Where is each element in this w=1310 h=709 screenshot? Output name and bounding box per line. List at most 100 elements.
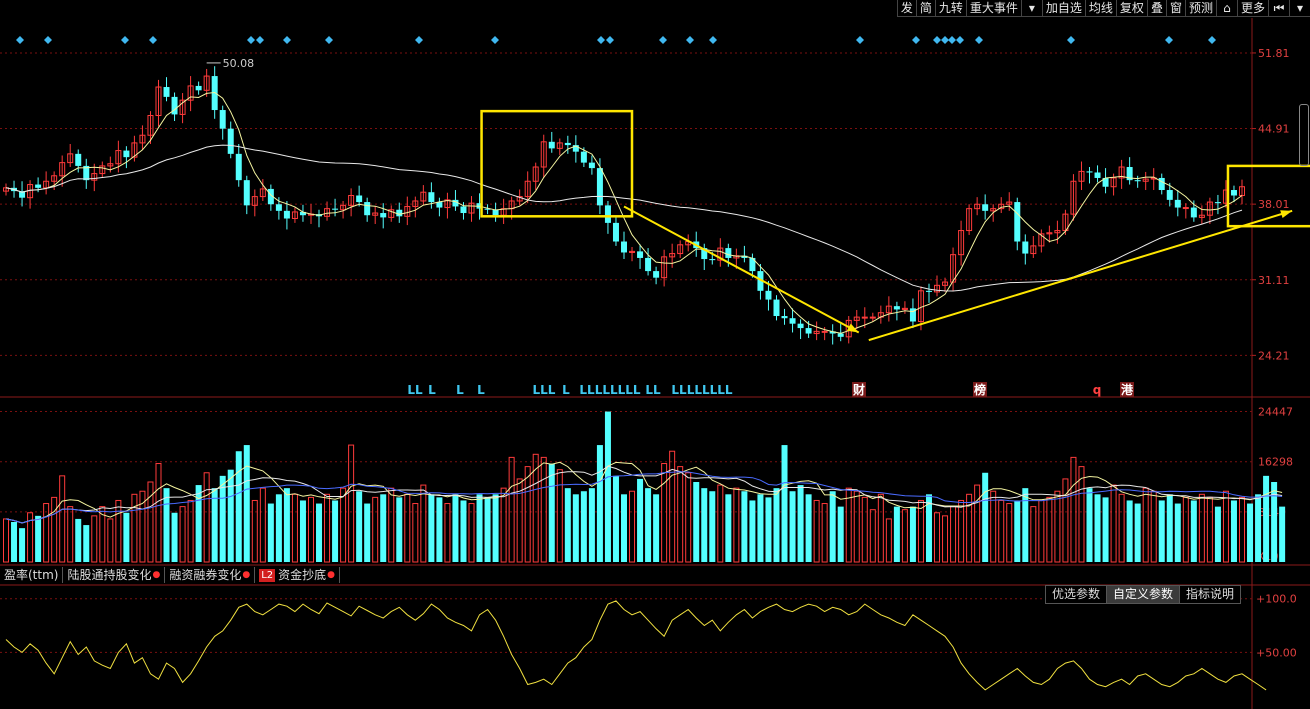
- tab-margin[interactable]: 融资融券变化 ●: [165, 567, 256, 583]
- volume-bar: [524, 466, 531, 563]
- candle-body: [428, 192, 435, 203]
- candle-body: [757, 271, 764, 291]
- volume-bar: [741, 491, 748, 562]
- more-button[interactable]: 更多: [1236, 0, 1268, 17]
- tab-bottom-fishing[interactable]: L2 资金抄底 ●: [255, 567, 341, 583]
- events-dropdown-icon[interactable]: ▾: [1020, 0, 1042, 17]
- volume-bar: [1166, 494, 1173, 562]
- volume-bar: [428, 494, 435, 562]
- volume-bar: [805, 494, 812, 562]
- candle-body: [524, 180, 531, 198]
- candle-body: [412, 200, 419, 207]
- event-marker-label: LLL: [533, 383, 556, 397]
- zoom-scrollbar[interactable]: [1299, 104, 1309, 166]
- volume-bar: [1271, 482, 1278, 562]
- custom-params-button[interactable]: 自定义参数: [1106, 585, 1181, 604]
- volume-bar: [709, 491, 716, 562]
- volume-bar: [1110, 484, 1117, 563]
- jian-button[interactable]: 简: [915, 0, 935, 17]
- add-watchlist-button[interactable]: 加自选: [1041, 0, 1085, 17]
- event-diamond-icon: [606, 36, 614, 44]
- lock-icon[interactable]: ⌂: [1215, 0, 1237, 17]
- candle-body: [171, 96, 178, 115]
- candle-body: [677, 244, 684, 255]
- volume-bar: [468, 503, 475, 563]
- volume-bar: [1030, 506, 1037, 563]
- candle-body: [637, 251, 644, 258]
- volume-bar: [67, 506, 74, 563]
- volume-bar: [484, 497, 491, 562]
- candle-body: [1126, 167, 1133, 181]
- event-diamond-icon: [975, 36, 983, 44]
- toolbar: 发简九转 重大事件 ▾ 加自选 均线 复权叠窗预测 ⌂ 更多 ⏮ ▾: [896, 0, 1310, 18]
- trend-line: [868, 209, 1293, 342]
- volume-bar: [974, 484, 981, 563]
- window-button[interactable]: 窗: [1165, 0, 1185, 17]
- candle-body: [388, 209, 395, 218]
- volume-bar: [580, 491, 587, 562]
- more-dropdown-icon[interactable]: ▾: [1289, 0, 1310, 17]
- tab-northbound[interactable]: 陆股通持股变化 ●: [63, 567, 166, 583]
- candle-body: [909, 308, 916, 322]
- overlay-button[interactable]: 叠: [1146, 0, 1166, 17]
- tab-dot-icon: ●: [242, 570, 251, 580]
- candle-body: [516, 196, 523, 202]
- forecast-button[interactable]: 预测: [1184, 0, 1216, 17]
- major-events-button[interactable]: 重大事件: [965, 0, 1021, 17]
- event-diamond-icon: [1067, 36, 1075, 44]
- event-marker-label: LLLLLLLL: [671, 383, 733, 397]
- indicator-help-button[interactable]: 指标说明: [1179, 585, 1242, 604]
- volume-bar: [460, 500, 467, 562]
- jiuzhuan-button[interactable]: 九转: [934, 0, 966, 17]
- candle-body: [139, 134, 146, 144]
- volume-bar: [1046, 496, 1053, 563]
- candle-body: [1206, 201, 1213, 216]
- price-tick-label: 44.91: [1258, 123, 1290, 136]
- candle-body: [974, 203, 981, 210]
- candle-body: [1158, 177, 1165, 191]
- candle-body: [283, 210, 290, 219]
- candle-body: [99, 165, 106, 175]
- candle-body: [203, 75, 210, 91]
- fa-button[interactable]: 发: [896, 0, 916, 17]
- event-marker-label: LL: [645, 383, 661, 397]
- candle-body: [893, 306, 900, 310]
- event-marker-label: q: [1093, 383, 1102, 397]
- volume-bar: [1206, 496, 1213, 563]
- trend-line: [623, 205, 860, 334]
- price-tick-label: 38.01: [1258, 198, 1290, 211]
- volume-bar: [1102, 497, 1109, 562]
- first-page-icon[interactable]: ⏮: [1268, 0, 1289, 17]
- candle-body: [1030, 245, 1037, 255]
- indicator-line: [5, 600, 1267, 691]
- candle-body: [19, 191, 26, 198]
- tab-pe-ttm[interactable]: 盈率(ttm): [0, 567, 64, 583]
- volume-bar: [35, 515, 42, 562]
- candle-body: [604, 205, 611, 223]
- volume-bar: [556, 469, 563, 563]
- volume-bar: [396, 497, 403, 562]
- candle-body: [548, 141, 555, 149]
- trend-arrow-icon: [846, 323, 859, 333]
- volume-bar: [27, 512, 34, 563]
- volume-bar: [966, 493, 973, 563]
- volume-bar: [1247, 503, 1254, 562]
- adjust-button[interactable]: 复权: [1115, 0, 1147, 17]
- candle-body: [259, 188, 266, 198]
- volume-bar: [1086, 488, 1093, 562]
- volume-bar: [235, 451, 242, 562]
- candle-body: [1230, 190, 1237, 196]
- volume-bar: [1255, 494, 1262, 562]
- candle-body: [51, 175, 58, 182]
- tab-label: 陆股通持股变化: [67, 568, 152, 582]
- ma-button[interactable]: 均线: [1084, 0, 1116, 17]
- volume-bar: [725, 494, 732, 562]
- event-marker-label: 港: [1121, 382, 1134, 397]
- volume-bar: [1006, 503, 1013, 563]
- candle-body: [709, 259, 716, 261]
- candle-body: [580, 151, 587, 163]
- volume-bar: [259, 487, 266, 563]
- preferred-params-button[interactable]: 优选参数: [1045, 585, 1108, 604]
- event-diamond-icon: [933, 36, 941, 44]
